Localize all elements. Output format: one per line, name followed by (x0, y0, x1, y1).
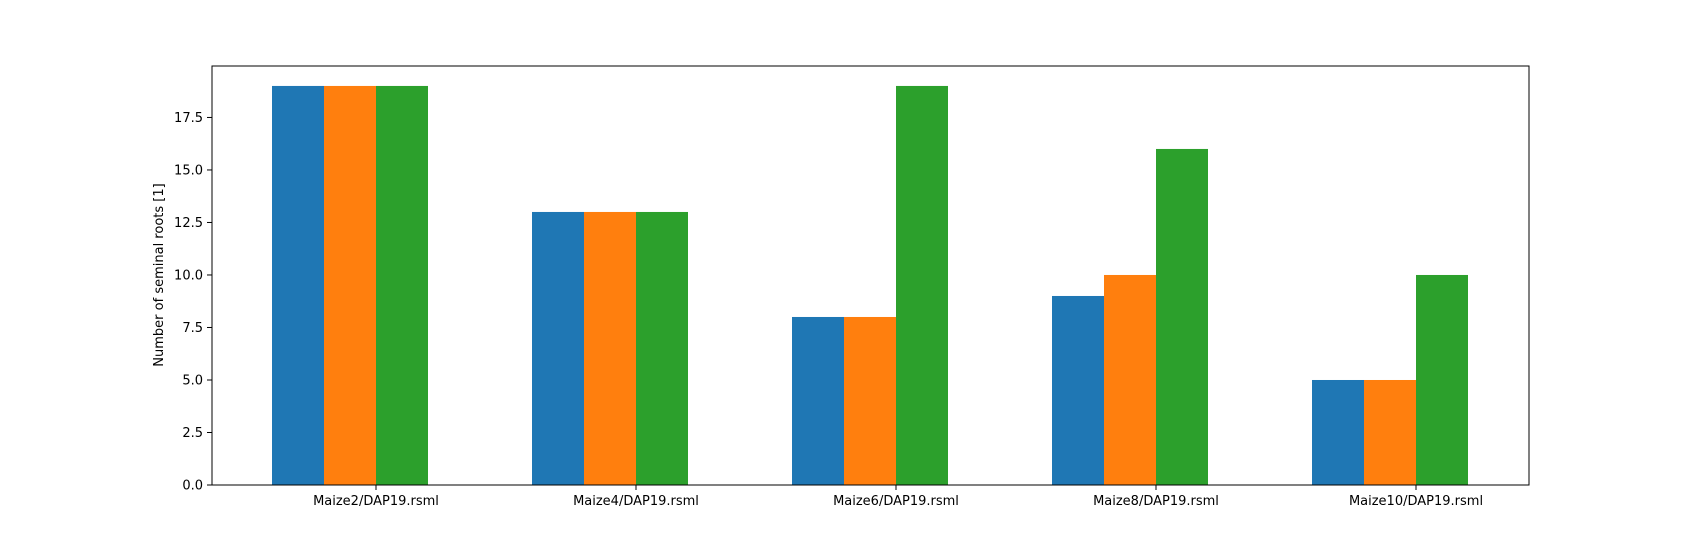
bars-group (272, 85, 1468, 486)
bar-series-2-maize8-dap19-rsml (1104, 274, 1156, 485)
y-tick-label: 2.5 (182, 426, 203, 441)
bar-series-2-maize6-dap19-rsml (844, 316, 896, 485)
bar-series-2-maize4-dap19-rsml (584, 211, 636, 486)
bar-series-1-maize6-dap19-rsml (792, 316, 844, 485)
bar-series-2-maize2-dap19-rsml (324, 85, 376, 485)
bar-series-1-maize2-dap19-rsml (272, 85, 324, 485)
x-axis: Maize2/DAP19.rsml Maize4/DAP19.rsml Maize6… (313, 485, 1483, 509)
plot-frame (211, 65, 1530, 486)
y-axis: 0.0 2.5 5.0 7.5 10.0 12.5 15.0 17.5 (174, 111, 212, 494)
bar-series-1-maize8-dap19-rsml (1052, 295, 1104, 485)
bar-series-1-maize10-dap19-rsml (1312, 379, 1364, 485)
y-tick-label: 0.0 (182, 479, 203, 494)
y-tick-label: 5.0 (182, 373, 203, 388)
bar-series-2-maize10-dap19-rsml (1364, 379, 1416, 485)
bar-series-3-maize10-dap19-rsml (1416, 274, 1468, 485)
y-tick-label: 17.5 (174, 111, 203, 126)
x-tick-label: Maize8/DAP19.rsml (1093, 494, 1219, 509)
y-axis-label: Number of seminal roots [1] (152, 183, 167, 366)
bar-series-3-maize2-dap19-rsml (376, 85, 428, 485)
bar-series-3-maize4-dap19-rsml (636, 211, 688, 486)
x-tick-label: Maize4/DAP19.rsml (573, 494, 699, 509)
bar-series-3-maize6-dap19-rsml (896, 85, 948, 485)
bar-series-1-maize4-dap19-rsml (532, 211, 584, 486)
y-tick-label: 10.0 (174, 268, 203, 283)
y-tick-label: 12.5 (174, 216, 203, 231)
x-tick-label: Maize6/DAP19.rsml (833, 494, 959, 509)
y-tick-label: 7.5 (182, 321, 203, 336)
x-tick-label: Maize10/DAP19.rsml (1349, 494, 1483, 509)
y-tick-label: 15.0 (174, 163, 203, 178)
bar-series-3-maize8-dap19-rsml (1156, 148, 1208, 485)
x-tick-label: Maize2/DAP19.rsml (313, 494, 439, 509)
